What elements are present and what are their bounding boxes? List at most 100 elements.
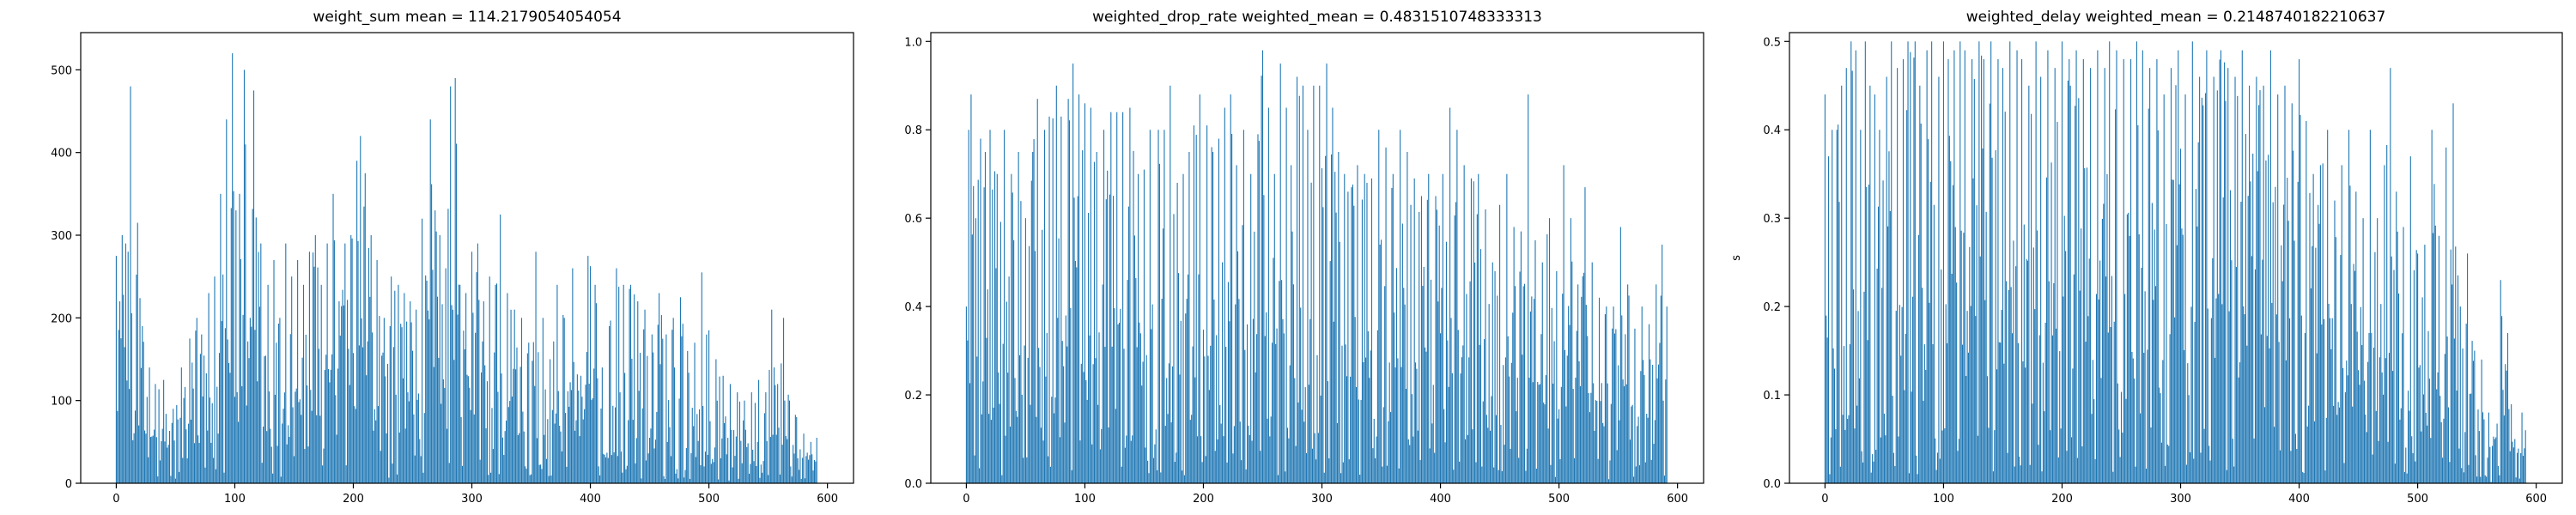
bar xyxy=(1472,429,1473,483)
bar xyxy=(718,479,720,483)
bar xyxy=(2000,342,2002,483)
bar xyxy=(2500,280,2501,483)
bar xyxy=(149,367,150,483)
bar xyxy=(1891,41,1893,484)
bar xyxy=(325,354,327,483)
bar xyxy=(1858,378,1860,483)
bar xyxy=(2278,342,2280,483)
bar xyxy=(1899,305,1900,483)
bar xyxy=(2387,441,2389,483)
bar xyxy=(632,420,634,483)
bar xyxy=(2154,229,2155,483)
bar xyxy=(2015,266,2017,483)
bar xyxy=(1441,288,1443,483)
bar xyxy=(491,408,493,483)
bar xyxy=(1466,294,1467,483)
bar xyxy=(248,358,250,483)
bar xyxy=(1927,139,1929,483)
bar xyxy=(2216,90,2218,484)
bar xyxy=(1141,385,1143,483)
bar xyxy=(1600,401,1601,483)
bar xyxy=(805,456,807,483)
bar xyxy=(1562,294,1564,483)
bar xyxy=(2337,402,2339,483)
bar xyxy=(189,338,191,483)
bar xyxy=(1149,130,1151,484)
x-tick-label: 500 xyxy=(698,493,720,506)
bar xyxy=(1258,141,1260,483)
bar xyxy=(1638,465,1641,483)
bar xyxy=(2366,432,2367,483)
bar xyxy=(351,238,353,483)
bar xyxy=(1114,308,1115,483)
bar xyxy=(1123,348,1125,483)
bar xyxy=(2499,475,2500,483)
bar xyxy=(2252,154,2254,483)
bar xyxy=(727,438,729,483)
bar xyxy=(2502,390,2504,483)
bar xyxy=(2449,462,2451,483)
bar xyxy=(1168,363,1170,483)
bar xyxy=(2051,335,2053,483)
bar xyxy=(193,443,196,483)
bar xyxy=(1231,133,1233,484)
bar xyxy=(299,399,301,483)
bar xyxy=(620,451,622,483)
bar xyxy=(1552,383,1554,483)
bar xyxy=(1046,332,1048,483)
bar xyxy=(1631,404,1633,483)
bar xyxy=(2390,68,2391,484)
bar xyxy=(2234,76,2236,483)
bar xyxy=(205,373,207,483)
bar xyxy=(1836,130,1838,484)
bar xyxy=(2445,147,2447,483)
bar xyxy=(492,449,494,483)
bar xyxy=(2477,409,2479,483)
bar xyxy=(1894,466,1896,483)
bar xyxy=(993,171,996,483)
bar xyxy=(1145,354,1147,483)
bar xyxy=(2045,177,2048,483)
bar xyxy=(1248,426,1249,483)
bar xyxy=(1295,445,1297,483)
bar xyxy=(741,463,743,483)
bar xyxy=(1303,421,1305,483)
bar xyxy=(146,397,148,483)
bar xyxy=(376,259,378,483)
bar xyxy=(2154,286,2157,483)
bar xyxy=(167,445,169,483)
bar xyxy=(1963,233,1965,483)
bar xyxy=(320,284,322,483)
bar xyxy=(2016,50,2018,484)
bar xyxy=(2380,304,2382,483)
bar xyxy=(313,266,315,483)
bar xyxy=(134,410,137,483)
bar xyxy=(317,267,319,483)
bar xyxy=(2188,395,2190,483)
bar xyxy=(323,448,325,483)
bar xyxy=(1482,401,1484,483)
bar xyxy=(420,456,422,483)
bar xyxy=(1591,262,1593,483)
bar xyxy=(2019,457,2020,483)
bar xyxy=(148,457,149,483)
bar xyxy=(1113,196,1115,483)
bar xyxy=(2501,316,2503,483)
bar xyxy=(1224,107,1225,483)
bar xyxy=(204,467,206,483)
bar xyxy=(373,430,374,483)
bar xyxy=(471,251,473,483)
bar xyxy=(1080,363,1082,483)
bar xyxy=(2120,391,2123,483)
bar xyxy=(796,416,798,483)
bar xyxy=(1116,112,1118,483)
bar xyxy=(2287,221,2289,483)
bar xyxy=(1629,439,1631,483)
bar xyxy=(1451,373,1453,483)
bar xyxy=(614,407,617,483)
bar xyxy=(1093,161,1096,483)
bar xyxy=(1660,295,1662,483)
bar xyxy=(1291,231,1293,483)
